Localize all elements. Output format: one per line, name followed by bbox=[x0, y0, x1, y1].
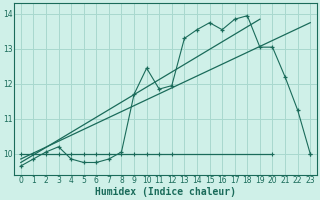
X-axis label: Humidex (Indice chaleur): Humidex (Indice chaleur) bbox=[95, 186, 236, 197]
